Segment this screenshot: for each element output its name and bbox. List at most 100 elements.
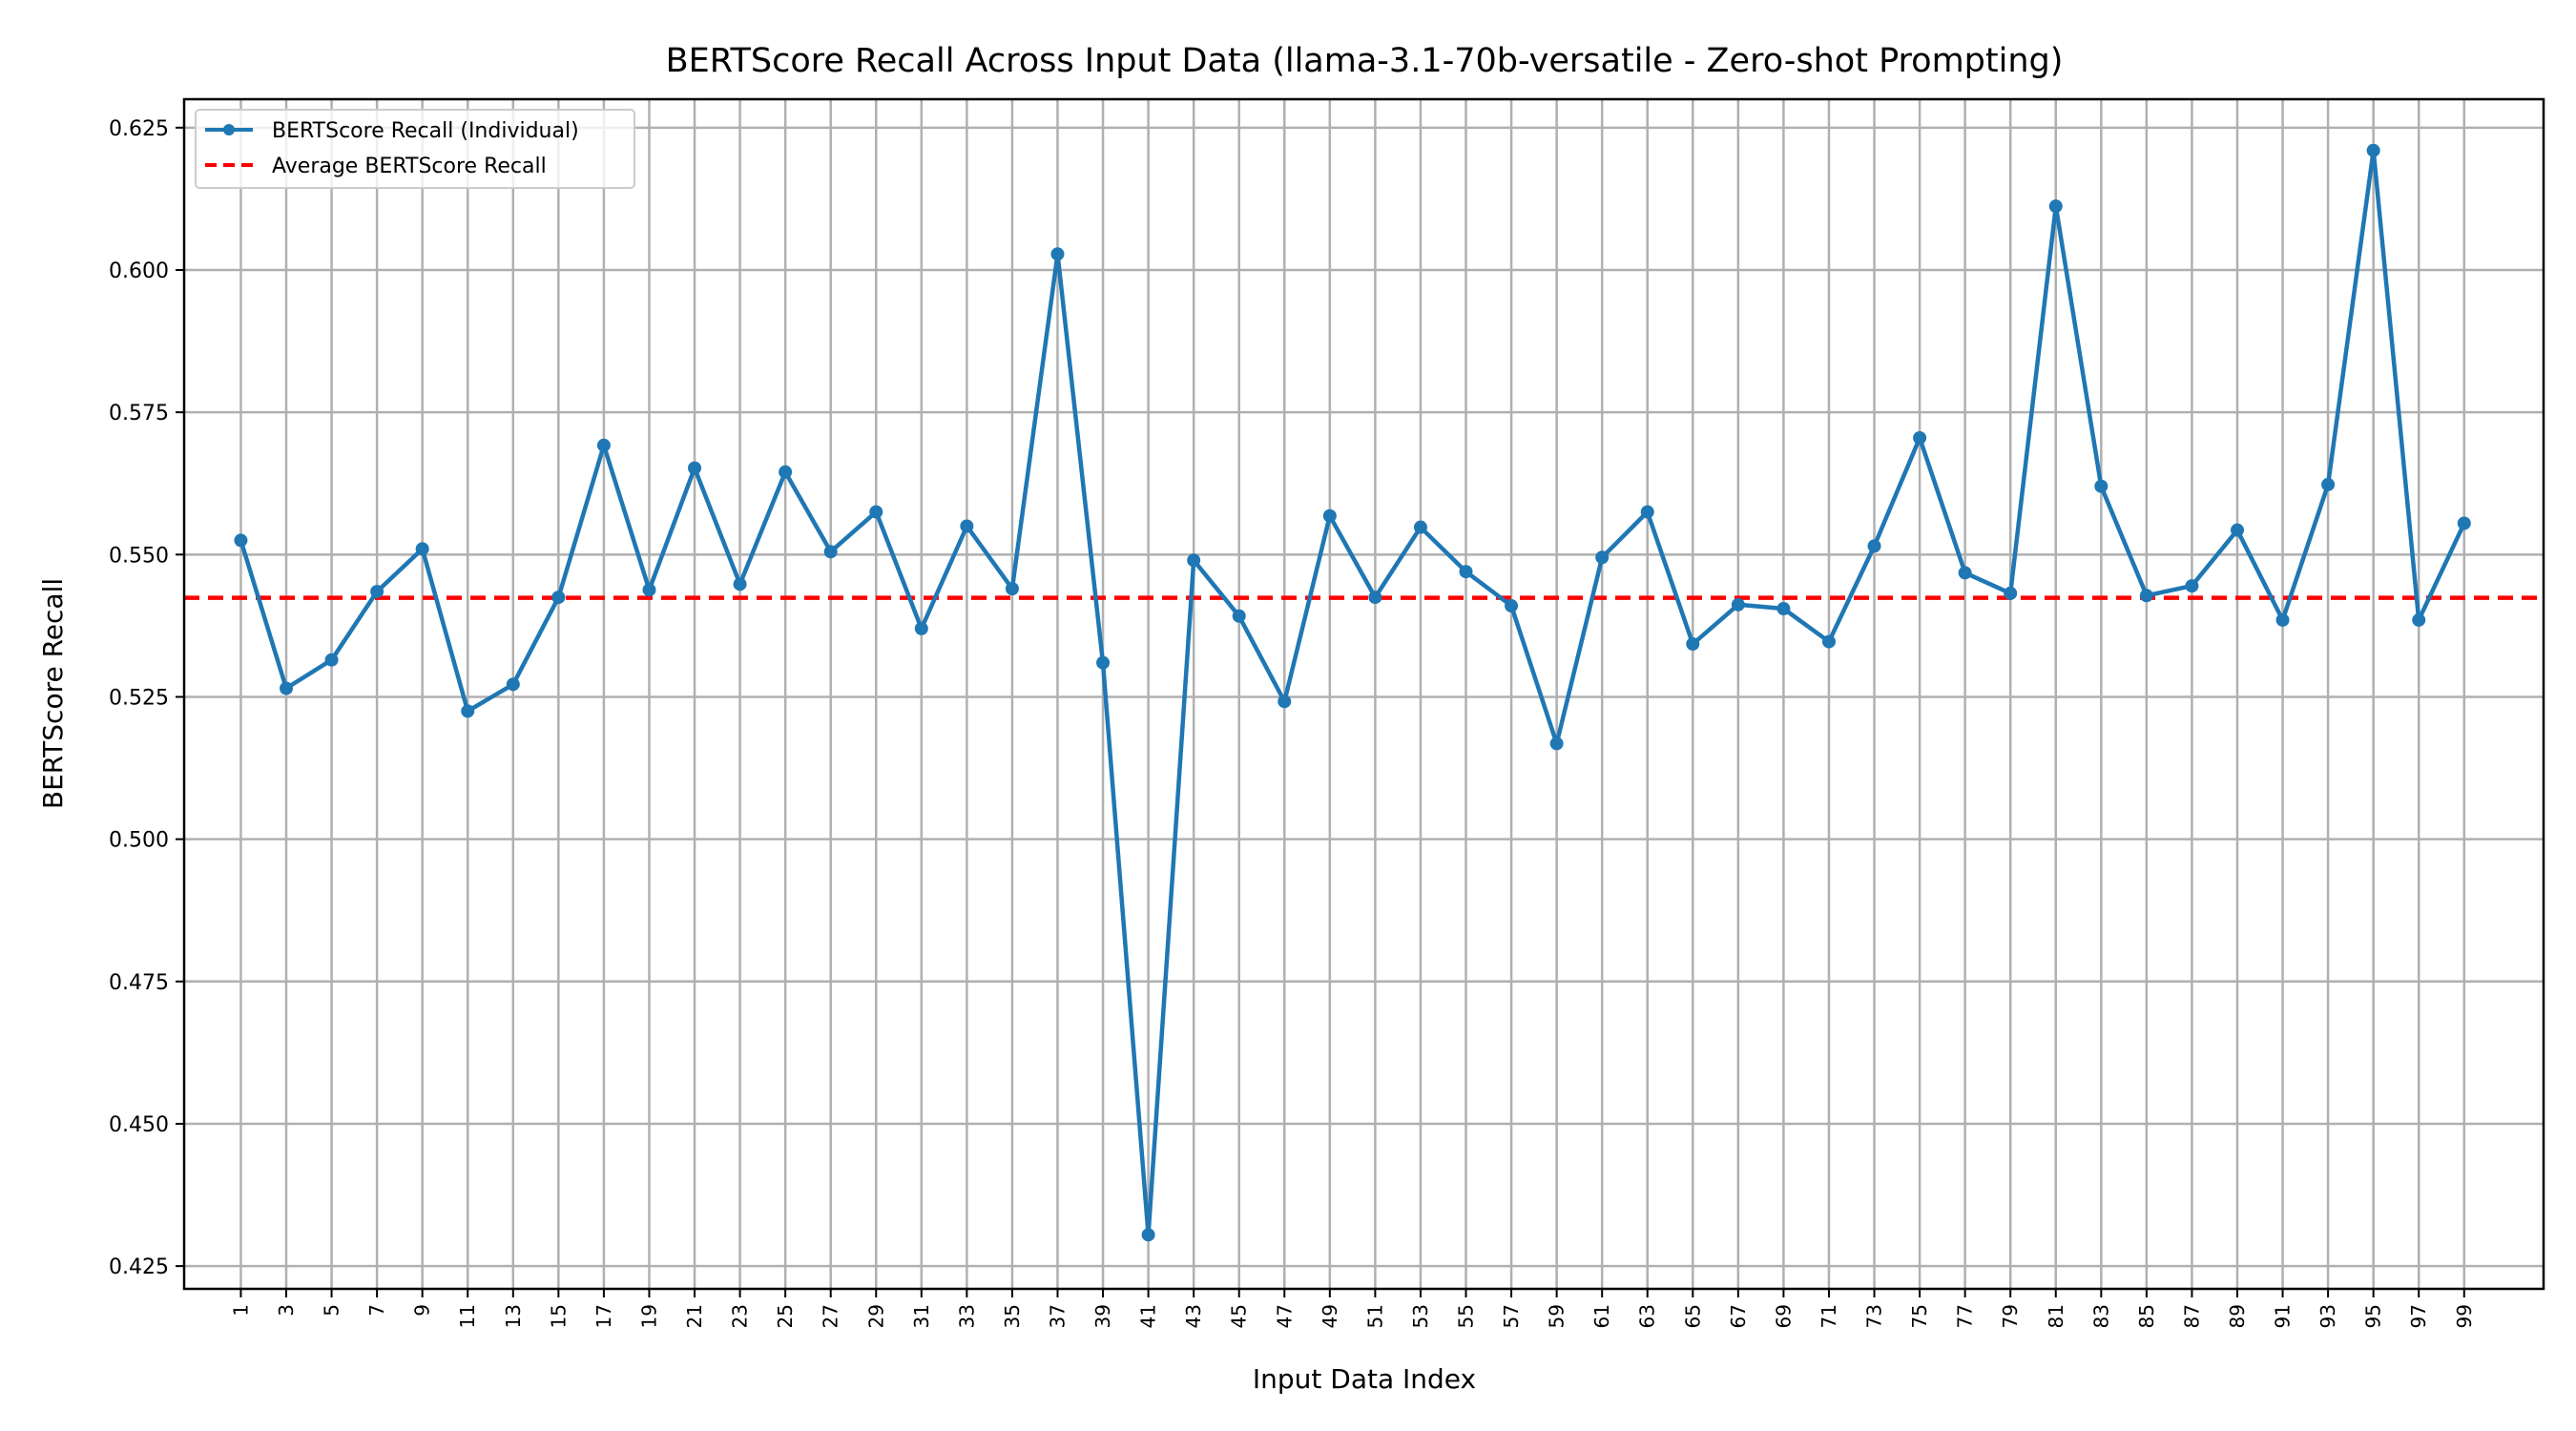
x-tick-label: 71	[1818, 1304, 1840, 1328]
data-point	[234, 533, 248, 548]
data-point	[1141, 1228, 1155, 1242]
y-tick-label: 0.450	[109, 1113, 169, 1137]
x-tick-label: 75	[1908, 1304, 1931, 1328]
x-tick-label: 9	[411, 1304, 434, 1317]
x-tick-label: 29	[864, 1304, 887, 1328]
data-point	[1187, 553, 1201, 568]
series-line	[239, 148, 2466, 1237]
y-axis: 0.425 0.450 0.475 0.500 0.525 0.550 0.575 0.600…	[109, 117, 184, 1279]
x-tick-label: 69	[1772, 1304, 1795, 1328]
x-tick-label: 81	[2045, 1304, 2067, 1328]
x-axis: 1 3 5 7 9 11 13 15 17 19 21 23 25 27 29 31 33 35 37 39 41 43 4…	[229, 1289, 2476, 1328]
x-tick-label: 1	[229, 1304, 252, 1317]
data-point	[2366, 143, 2380, 157]
y-tick-label: 0.600	[109, 259, 169, 283]
data-point	[506, 677, 520, 692]
data-point	[1413, 520, 1427, 534]
data-point	[1005, 582, 1019, 596]
x-tick-label: 95	[2362, 1304, 2385, 1328]
legend-label-average: Average BERTScore Recall	[272, 155, 547, 178]
data-point	[2185, 579, 2199, 593]
y-tick-label: 0.475	[109, 971, 169, 995]
x-tick-label: 33	[955, 1304, 978, 1328]
data-point	[1096, 655, 1111, 670]
data-point	[551, 591, 566, 605]
data-point	[324, 653, 339, 667]
data-point	[1913, 431, 1927, 446]
data-point	[2412, 612, 2426, 627]
x-tick-label: 85	[2135, 1304, 2158, 1328]
data-point	[1595, 550, 1610, 565]
data-point	[370, 585, 384, 599]
x-tick-label: 47	[1273, 1304, 1296, 1328]
legend-box	[195, 109, 635, 189]
y-tick-label: 0.425	[109, 1255, 169, 1279]
x-tick-label: 83	[2089, 1304, 2112, 1328]
x-tick-label: 61	[1590, 1304, 1613, 1328]
legend-marker-individual	[223, 124, 235, 135]
data-point	[2004, 586, 2018, 600]
x-tick-label: 43	[1182, 1304, 1205, 1328]
x-tick-label: 15	[547, 1304, 570, 1328]
data-point	[960, 519, 974, 533]
data-point	[2457, 516, 2471, 530]
data-point	[461, 704, 475, 718]
x-tick-label: 35	[1001, 1304, 1024, 1328]
data-point	[596, 438, 611, 452]
data-point	[642, 583, 656, 597]
x-tick-label: 37	[1046, 1304, 1069, 1328]
data-point	[733, 577, 747, 591]
grid-lines	[184, 99, 2544, 1289]
data-point	[2048, 199, 2063, 214]
x-tick-label: 93	[2316, 1304, 2339, 1328]
x-tick-label: 91	[2272, 1304, 2295, 1328]
data-point	[1459, 565, 1473, 579]
x-tick-label: 77	[1954, 1304, 1977, 1328]
x-tick-label: 13	[502, 1304, 525, 1328]
data-point	[2230, 523, 2244, 537]
data-point	[2321, 477, 2336, 491]
x-tick-label: 73	[1863, 1304, 1886, 1328]
x-tick-label: 89	[2226, 1304, 2249, 1328]
data-point	[1505, 599, 1519, 613]
x-tick-label: 55	[1455, 1304, 1478, 1328]
x-tick-label: 23	[729, 1304, 752, 1328]
x-tick-label: 87	[2180, 1304, 2203, 1328]
data-point	[415, 542, 429, 556]
x-tick-label: 63	[1636, 1304, 1659, 1328]
data-point	[1686, 636, 1700, 651]
data-point	[869, 505, 883, 519]
x-tick-label: 3	[275, 1304, 298, 1317]
data-point	[1640, 505, 1654, 519]
data-point	[1867, 539, 1881, 553]
x-tick-label: 67	[1727, 1304, 1750, 1328]
x-tick-label: 5	[321, 1304, 343, 1317]
data-point	[2094, 479, 2109, 493]
y-axis-label: BERTScore Recall	[37, 578, 69, 809]
y-tick-label: 0.575	[109, 402, 169, 425]
x-tick-label: 49	[1319, 1304, 1341, 1328]
chart-title: BERTScore Recall Across Input Data (llam…	[666, 42, 2064, 80]
series-group	[234, 143, 2471, 1242]
x-tick-label: 57	[1500, 1304, 1523, 1328]
data-point	[1821, 634, 1836, 649]
x-tick-label: 59	[1546, 1304, 1568, 1328]
data-point	[823, 545, 838, 559]
x-tick-label: 41	[1137, 1304, 1160, 1328]
data-point	[914, 621, 928, 635]
data-point	[280, 681, 294, 695]
plot-frame	[182, 97, 2545, 1291]
data-point	[1958, 566, 1972, 580]
x-axis-label: Input Data Index	[1253, 1363, 1476, 1395]
y-tick-label: 0.550	[109, 544, 169, 568]
x-tick-label: 99	[2453, 1304, 2476, 1328]
data-point	[1278, 695, 1292, 709]
data-point	[2275, 612, 2290, 627]
y-tick-label: 0.525	[109, 686, 169, 710]
x-tick-label: 31	[910, 1304, 933, 1328]
data-point	[1232, 609, 1246, 623]
x-tick-label: 17	[592, 1304, 615, 1328]
data-point	[1050, 247, 1065, 261]
data-point	[1368, 591, 1382, 605]
